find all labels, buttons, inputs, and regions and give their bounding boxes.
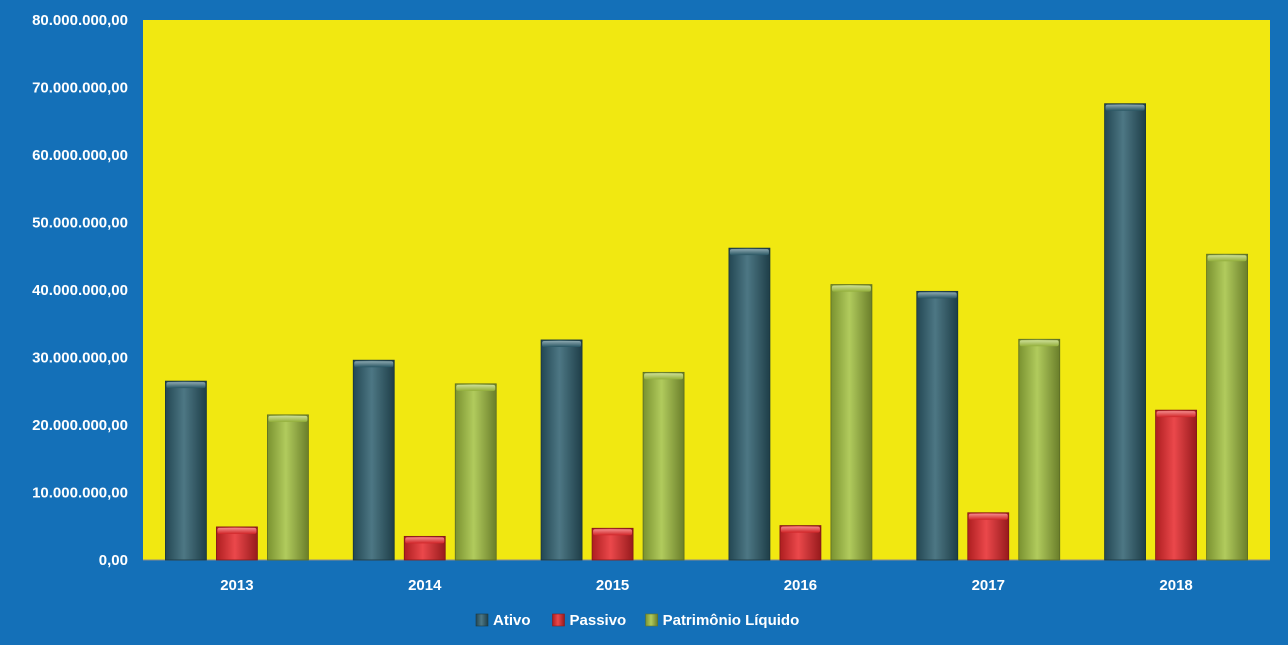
bar-highlight	[968, 513, 1008, 520]
x-tick-label: 2017	[972, 577, 1005, 594]
legend-item: Passivo	[552, 612, 627, 629]
bar-ativo-2013	[165, 380, 207, 561]
legend-label: Ativo	[493, 612, 531, 629]
bar-highlight	[644, 373, 684, 380]
x-tick-label: 2014	[408, 577, 442, 594]
bar-highlight	[593, 529, 633, 536]
legend-swatch	[552, 613, 565, 627]
bar-patrim-nio-l-quido-2013	[267, 414, 309, 561]
bar-highlight	[542, 340, 582, 347]
y-tick-label: 30.000.000,00	[32, 350, 128, 367]
y-tick-label: 40.000.000,00	[32, 282, 128, 299]
bar-passivo-2018	[1155, 409, 1197, 561]
y-tick-label: 0,00	[99, 552, 128, 569]
bar-highlight	[1105, 104, 1145, 111]
x-axis: 2013 2014 2015 2016 2017 2018	[220, 577, 1193, 594]
bar-highlight	[831, 285, 871, 292]
bar-ativo-2014	[352, 359, 395, 561]
bar-patrim-nio-l-quido-2016	[830, 284, 873, 561]
y-axis: 0,00 10.000.000,00 20.000.000,00 30.000.000…	[32, 12, 128, 569]
y-tick-label: 50.000.000,00	[32, 215, 128, 232]
bar-highlight	[354, 361, 394, 368]
plot-area	[143, 20, 1270, 560]
x-tick-label: 2018	[1159, 577, 1192, 594]
bar-ativo-2017	[916, 290, 959, 561]
bar-highlight	[780, 526, 820, 533]
legend: Ativo Passivo Patrimônio Líquido	[475, 612, 800, 629]
legend-label: Patrimônio Líquido	[663, 612, 800, 629]
x-tick-label: 2013	[220, 577, 253, 594]
y-tick-label: 70.000.000,00	[32, 80, 128, 97]
bar-highlight	[917, 292, 957, 299]
y-tick-label: 20.000.000,00	[32, 417, 128, 434]
bar-ativo-2018	[1104, 103, 1146, 561]
legend-swatch	[645, 613, 658, 627]
legend-item: Ativo	[475, 612, 531, 629]
bar-highlight	[405, 537, 445, 544]
bar-highlight	[268, 415, 308, 422]
bar-ativo-2015	[540, 339, 583, 561]
bar-highlight	[1156, 411, 1196, 418]
bar-patrim-nio-l-quido-2015	[642, 371, 685, 561]
bar-passivo-2017	[967, 512, 1010, 561]
x-tick-label: 2016	[784, 577, 817, 594]
bar-highlight	[456, 384, 496, 391]
y-tick-label: 60.000.000,00	[32, 147, 128, 164]
bar-ativo-2016	[728, 247, 771, 561]
bar-patrim-nio-l-quido-2017	[1018, 338, 1061, 561]
x-tick-label: 2015	[596, 577, 629, 594]
bar-highlight	[217, 527, 257, 534]
bar-patrim-nio-l-quido-2018	[1206, 253, 1248, 561]
bar-highlight	[1019, 340, 1059, 347]
bar-highlight	[729, 249, 769, 256]
legend-label: Passivo	[570, 612, 627, 629]
bar-highlight	[166, 382, 206, 389]
y-tick-label: 80.000.000,00	[32, 12, 128, 29]
y-tick-label: 10.000.000,00	[32, 485, 128, 502]
bar-patrim-nio-l-quido-2014	[454, 383, 497, 561]
legend-swatch	[475, 613, 489, 627]
bar-highlight	[1207, 255, 1247, 262]
bar-series-group	[165, 103, 1248, 561]
legend-item: Patrimônio Líquido	[645, 612, 800, 629]
